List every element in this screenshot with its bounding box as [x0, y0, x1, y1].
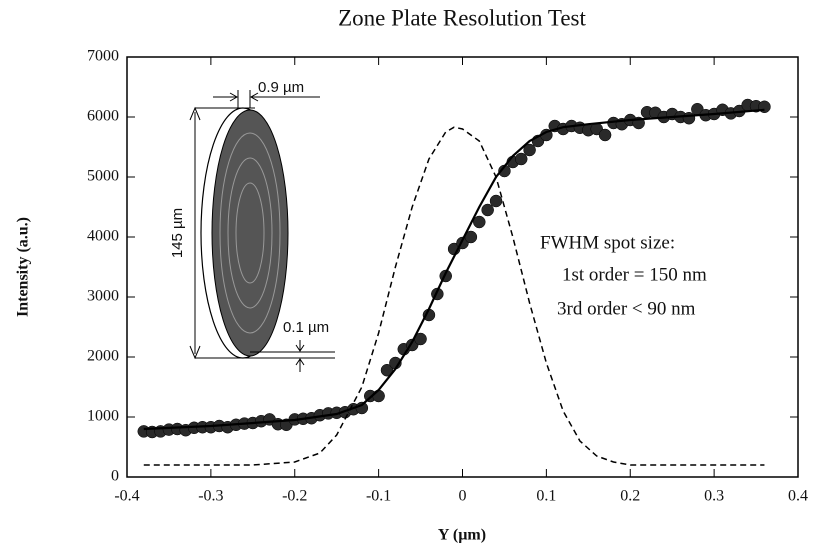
chart-title: Zone Plate Resolution Test [338, 5, 586, 30]
plate-ring [235, 182, 265, 284]
data-point [473, 215, 486, 229]
data-point [489, 194, 503, 208]
x-tick-label: 0 [459, 488, 467, 505]
x-tick-label: -0.2 [282, 488, 307, 505]
x-axis-label: Y (µm) [438, 527, 486, 544]
inset-label: 145 µm [169, 208, 186, 258]
data-point [372, 389, 385, 403]
plate-rings [211, 109, 289, 357]
y-tick-label: 2000 [87, 348, 119, 365]
x-tick-label: 0.3 [704, 488, 724, 505]
annotation: 3rd order < 90 nm [557, 298, 696, 319]
inset-label: 0.1 µm [283, 319, 329, 336]
annotation: FWHM spot size: [540, 232, 675, 253]
data-point [514, 152, 528, 166]
y-tick-label: 1000 [87, 408, 119, 425]
data-point [481, 203, 494, 217]
x-tick-label: 0.4 [788, 488, 808, 505]
plate-ring [219, 132, 281, 334]
y-tick-label: 5000 [87, 168, 119, 185]
x-tick-label: 0.1 [536, 488, 556, 505]
dashed-curve [143, 126, 765, 466]
data-point [523, 143, 536, 157]
gap-arrows [295, 340, 305, 372]
y-axis-label: Intensity (a.u.) [15, 217, 32, 317]
plate-ring [227, 157, 273, 309]
y-tick-label: 6000 [87, 108, 119, 125]
width-arrows [213, 92, 320, 102]
y-tick-label: 4000 [87, 228, 119, 245]
fit-curve [143, 108, 765, 431]
data-point [380, 363, 394, 377]
x-tick-label: -0.1 [366, 488, 391, 505]
y-tick-label: 3000 [87, 288, 119, 305]
annotation: 1st order = 150 nm [562, 264, 707, 285]
data-point [682, 111, 696, 125]
x-tick-label: 0.2 [620, 488, 640, 505]
data-point [598, 128, 612, 142]
y-tick-label: 7000 [87, 48, 119, 65]
arrowheads [189, 106, 201, 360]
x-tick-label: -0.3 [198, 488, 223, 505]
zone-plate-inset: 0.9 µm 145 µm 0.1 µm [169, 79, 335, 372]
inset-label: 0.9 µm [258, 79, 304, 96]
y-tick-label: 0 [111, 468, 119, 485]
x-tick-label: -0.4 [114, 488, 139, 505]
